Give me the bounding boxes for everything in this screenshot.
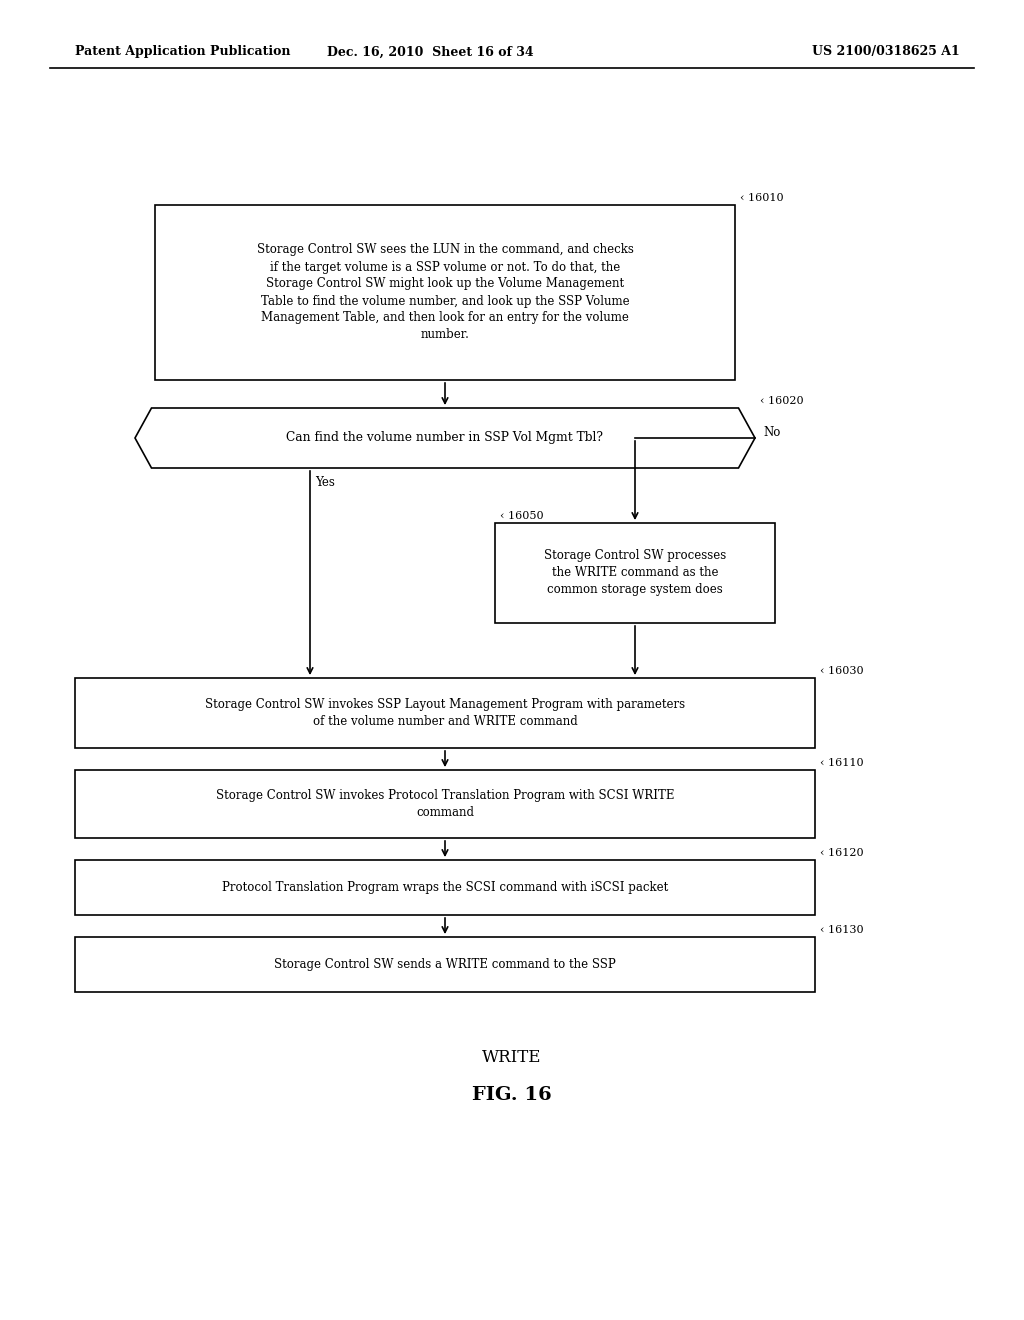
Text: US 2100/0318625 A1: US 2100/0318625 A1 <box>812 45 961 58</box>
Bar <box>75 678 815 748</box>
Bar <box>75 937 815 993</box>
Text: Can find the volume number in SSP Vol Mgmt Tbl?: Can find the volume number in SSP Vol Mg… <box>287 432 603 445</box>
Text: ‹ 16110: ‹ 16110 <box>820 758 863 768</box>
Bar <box>75 861 815 915</box>
Text: Dec. 16, 2010  Sheet 16 of 34: Dec. 16, 2010 Sheet 16 of 34 <box>327 45 534 58</box>
Text: Storage Control SW sees the LUN in the command, and checks
if the target volume : Storage Control SW sees the LUN in the c… <box>257 243 634 342</box>
Bar <box>75 770 815 838</box>
Bar <box>495 523 775 623</box>
Text: ‹ 16010: ‹ 16010 <box>740 193 783 203</box>
Text: FIG. 16: FIG. 16 <box>472 1086 552 1104</box>
Text: Storage Control SW sends a WRITE command to the SSP: Storage Control SW sends a WRITE command… <box>274 958 615 972</box>
Text: WRITE: WRITE <box>482 1048 542 1065</box>
Text: Protocol Translation Program wraps the SCSI command with iSCSI packet: Protocol Translation Program wraps the S… <box>222 880 668 894</box>
Text: Storage Control SW processes
the WRITE command as the
common storage system does: Storage Control SW processes the WRITE c… <box>544 549 726 597</box>
Text: ‹ 16030: ‹ 16030 <box>820 667 863 676</box>
Text: Patent Application Publication: Patent Application Publication <box>75 45 291 58</box>
Text: ‹ 16130: ‹ 16130 <box>820 925 863 935</box>
Text: Storage Control SW invokes Protocol Translation Program with SCSI WRITE
command: Storage Control SW invokes Protocol Tran… <box>216 789 674 818</box>
Text: ‹ 16020: ‹ 16020 <box>760 396 804 407</box>
Text: No: No <box>763 426 780 440</box>
Text: Storage Control SW invokes SSP Layout Management Program with parameters
of the : Storage Control SW invokes SSP Layout Ma… <box>205 698 685 729</box>
Polygon shape <box>135 408 755 469</box>
Text: ‹ 16050: ‹ 16050 <box>500 511 544 521</box>
Bar <box>155 205 735 380</box>
Text: ‹ 16120: ‹ 16120 <box>820 847 863 858</box>
Text: Yes: Yes <box>315 477 335 488</box>
